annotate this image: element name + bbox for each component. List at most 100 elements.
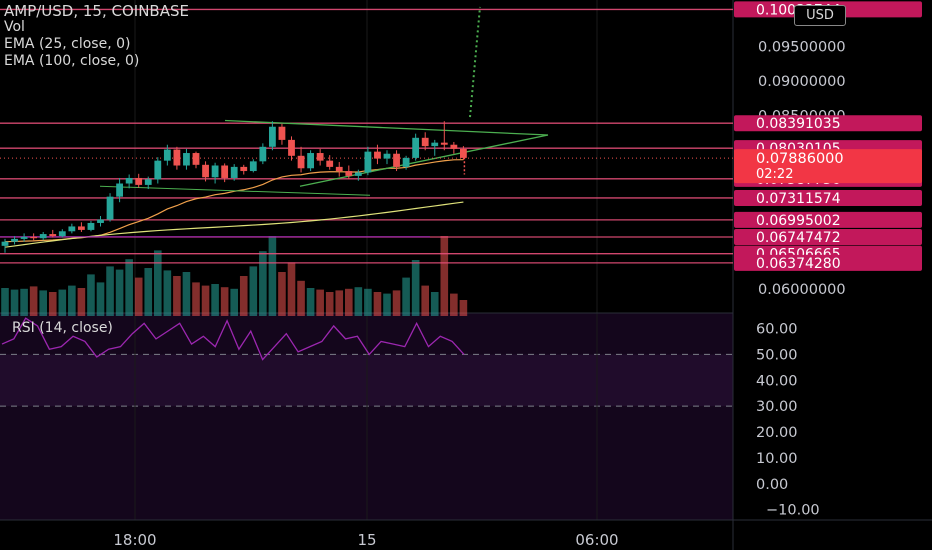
volume-bar: [220, 287, 229, 316]
volume-bar: [192, 282, 200, 316]
current-price-label: 0.07886000: [756, 151, 844, 167]
volume-bar: [154, 250, 162, 316]
price-tick-label: 0.09500000: [758, 39, 846, 55]
level-price-badge: [734, 189, 922, 206]
volume-bar: [39, 290, 47, 316]
volume-bar: [201, 285, 210, 316]
volume-bar: [106, 266, 114, 316]
candle-body: [125, 177, 133, 184]
volume-bar: [421, 285, 429, 316]
level-price-badge: [734, 211, 922, 228]
volume-bar: [392, 290, 401, 316]
volume-bar: [450, 293, 458, 316]
volume-bar: [182, 272, 191, 316]
candle-body: [364, 151, 372, 173]
volume-bar: [259, 251, 267, 316]
price-tick-label: 0.06000000: [758, 282, 846, 298]
candle-body: [412, 137, 420, 158]
level-price-label: 0.06747472: [756, 230, 841, 246]
volume-bar: [278, 272, 286, 316]
volume-bar: [58, 289, 67, 316]
rsi-tick-label: 10.00: [756, 451, 798, 467]
candle-body: [307, 153, 314, 169]
volume-legend[interactable]: Vol: [4, 19, 25, 35]
candle-body: [249, 161, 257, 172]
price-tick-label: 0.09000000: [758, 74, 846, 90]
volume-bar: [325, 292, 334, 316]
volume-bar: [230, 288, 238, 316]
volume-bar: [1, 288, 9, 316]
current-price-badge: [734, 149, 922, 184]
volume-bar: [402, 277, 410, 316]
volume-bar: [373, 292, 382, 316]
volume-bar: [173, 276, 181, 316]
volume-bar: [115, 269, 124, 316]
volume-bar: [354, 287, 363, 316]
volume-bar: [20, 288, 28, 316]
candle-body: [326, 160, 334, 167]
projection-dotted-line: [469, 6, 481, 118]
ema100-legend[interactable]: EMA (100, close, 0): [4, 53, 140, 69]
candle-body: [163, 149, 171, 161]
candle-body: [97, 219, 104, 223]
candle-body: [154, 160, 162, 180]
volume-bar: [48, 292, 57, 316]
candle-body: [30, 236, 38, 239]
candle-body: [230, 166, 238, 178]
level-price-label: 0.06995002: [756, 213, 841, 229]
rsi-legend[interactable]: RSI (14, close): [12, 320, 113, 336]
volume-bar: [268, 236, 277, 316]
candle-body: [183, 153, 190, 166]
candle-body: [20, 236, 28, 239]
candle-body: [135, 177, 143, 185]
currency-button[interactable]: USD: [794, 5, 846, 26]
time-tick-label: 06:00: [575, 531, 618, 549]
candle-body: [106, 196, 114, 220]
candle-body: [297, 155, 305, 169]
candle-body: [173, 149, 181, 166]
volume-bar: [29, 286, 38, 316]
volume-bar: [144, 268, 153, 316]
candle-body: [1, 241, 9, 246]
candle-body: [78, 226, 85, 230]
candle-body: [335, 166, 343, 172]
candle-body: [450, 144, 458, 149]
candle-body: [316, 153, 324, 161]
support-trendline: [99, 185, 371, 196]
volume-bar: [249, 266, 258, 316]
level-price-badge: [734, 115, 922, 132]
volume-bar: [306, 288, 315, 316]
candle-body: [383, 153, 391, 159]
volume-bar: [287, 262, 296, 316]
level-price-badge: [734, 254, 922, 271]
level-price-badge: [734, 229, 922, 246]
volume-bar: [239, 276, 248, 316]
level-price-label: 0.08391035: [756, 116, 841, 132]
rsi-tick-label: −10.00: [766, 503, 820, 519]
volume-bar: [411, 260, 420, 316]
candle-body: [49, 234, 57, 237]
rsi-tick-label: 0.00: [756, 477, 788, 493]
triangle-upper-trendline: [224, 119, 549, 136]
volume-bar: [96, 282, 105, 316]
volume-bar: [77, 288, 86, 316]
candle-body: [259, 146, 267, 162]
rsi-tick-label: 50.00: [756, 347, 798, 363]
candle-body: [68, 226, 76, 232]
triangle-lower-trendline: [299, 134, 549, 187]
candle-body: [393, 153, 400, 167]
rsi-tick-label: 20.00: [756, 425, 798, 441]
symbol-legend[interactable]: AMP/USD, 15, COINBASE: [4, 2, 189, 20]
candle-body: [144, 179, 152, 185]
time-tick-label: 15: [357, 531, 376, 549]
ema25-legend[interactable]: EMA (25, close, 0): [4, 36, 131, 52]
candle-body: [345, 171, 353, 176]
rsi-line: [1, 317, 465, 361]
volume-bar: [87, 274, 95, 316]
volume-bar: [211, 284, 219, 316]
candle-body: [288, 139, 295, 156]
volume-bar: [125, 259, 133, 316]
candle-body: [421, 137, 429, 147]
candle-body: [460, 148, 467, 158]
